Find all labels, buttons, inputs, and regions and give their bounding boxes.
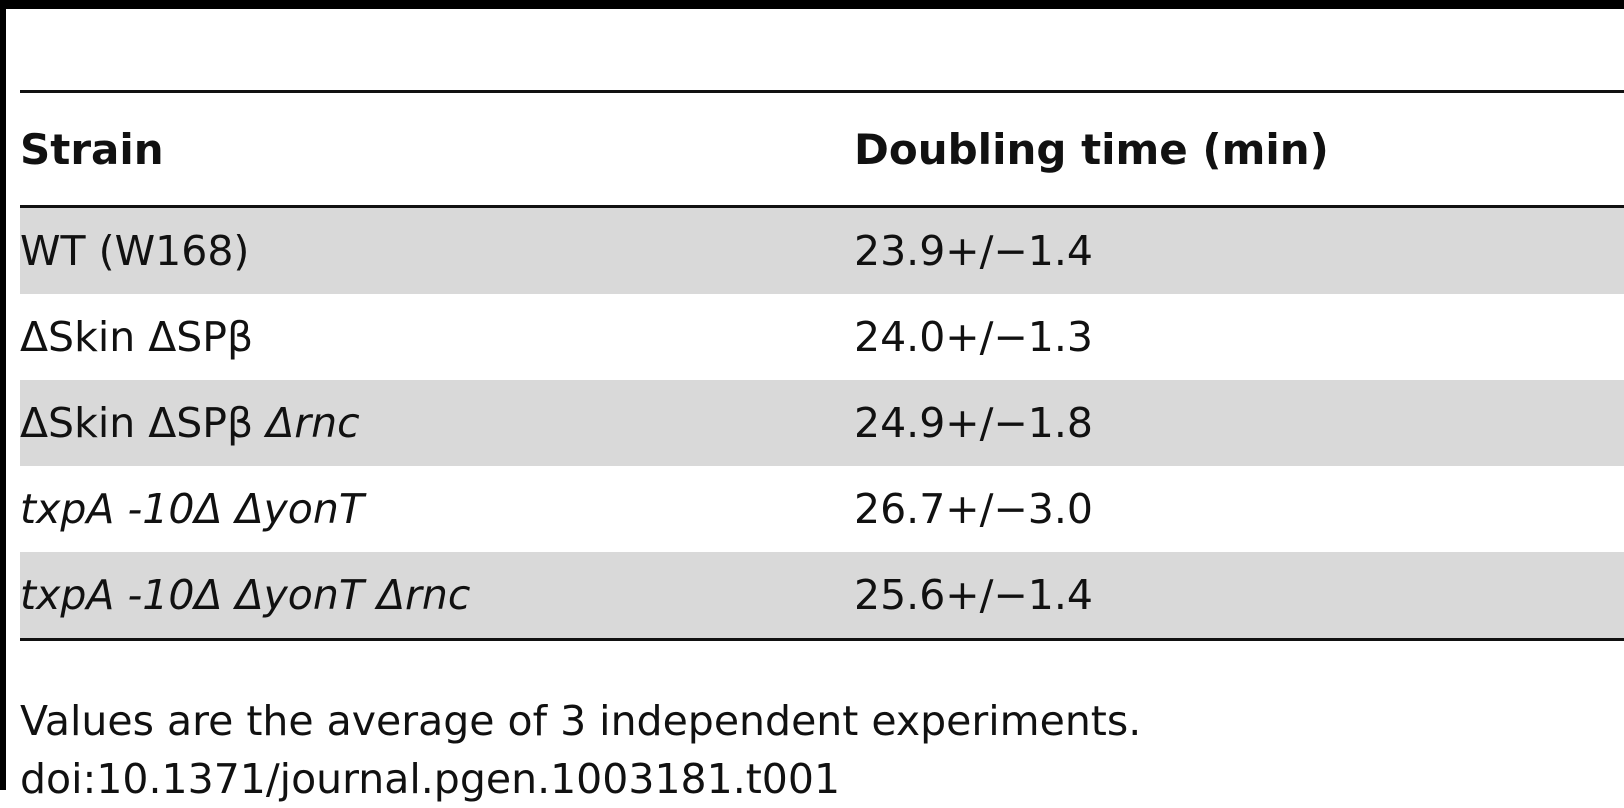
data-table: Strain Doubling time (min) WT (W168) 23.9… (20, 90, 1624, 641)
table-row: ΔSkin ΔSPβ 24.0+/−1.3 (20, 294, 1624, 380)
footnote-text: Values are the average of 3 independent … (20, 697, 1142, 745)
strain-cell: txpA -10Δ ΔyonT (20, 466, 364, 552)
doubling-time-cell: 25.6+/−1.4 (854, 571, 1094, 619)
header-rule (20, 205, 1624, 208)
strain-cell: WT (W168) (20, 208, 249, 294)
strain-text: txpA -10Δ ΔyonT Δrnc (20, 571, 471, 619)
top-border (0, 0, 1624, 9)
strain-text: ΔSkin ΔSPβ (20, 313, 254, 361)
table-row: ΔSkin ΔSPβ Δrnc 24.9+/−1.8 (20, 380, 1624, 466)
strain-text: ΔSkin ΔSPβ (20, 399, 267, 447)
left-border (0, 0, 6, 790)
table-row: WT (W168) 23.9+/−1.4 (20, 208, 1624, 294)
table-body: WT (W168) 23.9+/−1.4 ΔSkin ΔSPβ 24.0+/−1.3 Δ… (20, 208, 1624, 638)
strain-text: txpA -10Δ ΔyonT (20, 485, 364, 533)
doubling-time-cell: 23.9+/−1.4 (854, 227, 1094, 275)
table-footnotes: Values are the average of 3 independent … (20, 692, 1141, 808)
doi-text: doi:10.1371/journal.pgen.1003181.t001 (20, 755, 841, 803)
table-bottom-rule (20, 638, 1624, 641)
header-doubling-time: Doubling time (min) (854, 124, 1329, 174)
strain-cell: ΔSkin ΔSPβ Δrnc (20, 380, 360, 466)
strain-cell: txpA -10Δ ΔyonT Δrnc (20, 552, 470, 638)
table-row: txpA -10Δ ΔyonT 26.7+/−3.0 (20, 466, 1624, 552)
table-row: txpA -10Δ ΔyonT Δrnc 25.6+/−1.4 (20, 552, 1624, 638)
header-strain: Strain (20, 124, 164, 174)
doubling-time-cell: 24.0+/−1.3 (854, 313, 1094, 361)
table-top-rule (20, 90, 1624, 93)
strain-text: WT (W168) (20, 227, 250, 275)
strain-cell: ΔSkin ΔSPβ (20, 294, 253, 380)
doubling-time-cell: 24.9+/−1.8 (854, 399, 1094, 447)
doubling-time-cell: 26.7+/−3.0 (854, 485, 1094, 533)
strain-text: Δrnc (266, 399, 360, 447)
table-header-row: Strain Doubling time (min) (20, 93, 1624, 205)
